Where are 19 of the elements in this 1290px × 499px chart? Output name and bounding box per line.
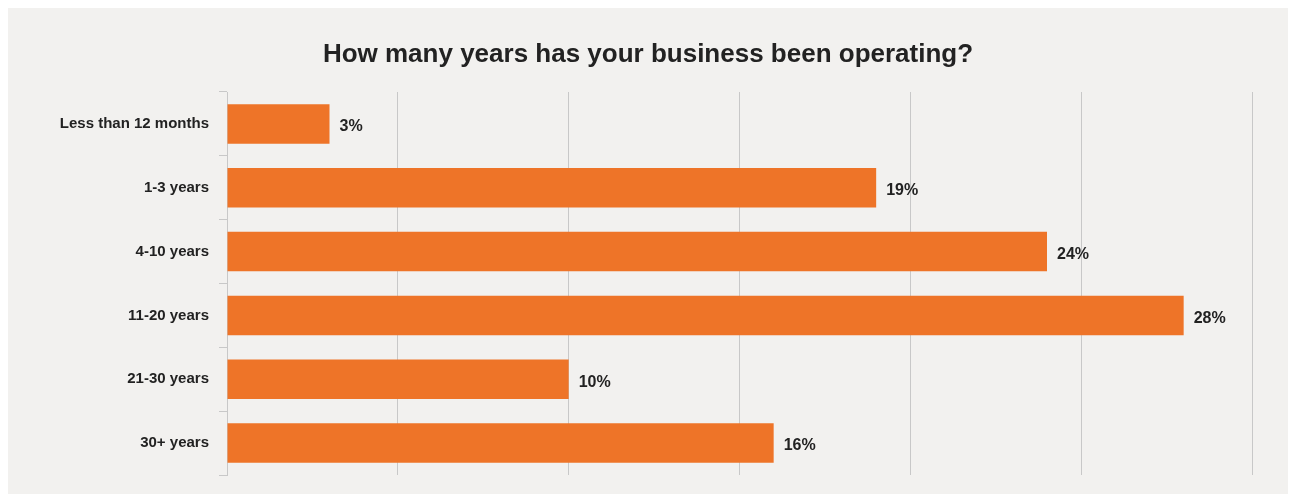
y-tick-label: 4-10 years <box>135 241 209 259</box>
bar <box>227 295 1184 336</box>
data-label: 16% <box>783 436 816 454</box>
data-label: 10% <box>578 372 611 390</box>
bar <box>227 104 330 144</box>
bar <box>227 167 877 208</box>
data-label: 19% <box>886 181 919 199</box>
y-tick-label: 21-30 years <box>127 369 209 387</box>
y-tick-label: 30+ years <box>140 433 209 451</box>
bar <box>227 359 569 400</box>
bar <box>227 231 1047 272</box>
bar <box>227 423 774 463</box>
y-tick-label: Less than 12 months <box>59 114 209 132</box>
y-tick-label: 1-3 years <box>143 177 209 195</box>
y-tick-label: 11-20 years <box>128 305 209 323</box>
chart-title: How many years has your business been operating? <box>321 38 975 69</box>
data-label: 24% <box>1057 244 1090 262</box>
data-label: 28% <box>1193 308 1226 326</box>
data-label: 3% <box>339 117 363 135</box>
